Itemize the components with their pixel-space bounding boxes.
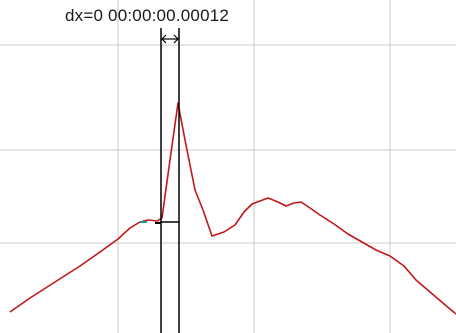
waveform-trace	[9, 102, 456, 315]
dx-readout: dx=0 00:00:00.00012	[65, 6, 230, 25]
dx-arrow	[161, 34, 179, 44]
